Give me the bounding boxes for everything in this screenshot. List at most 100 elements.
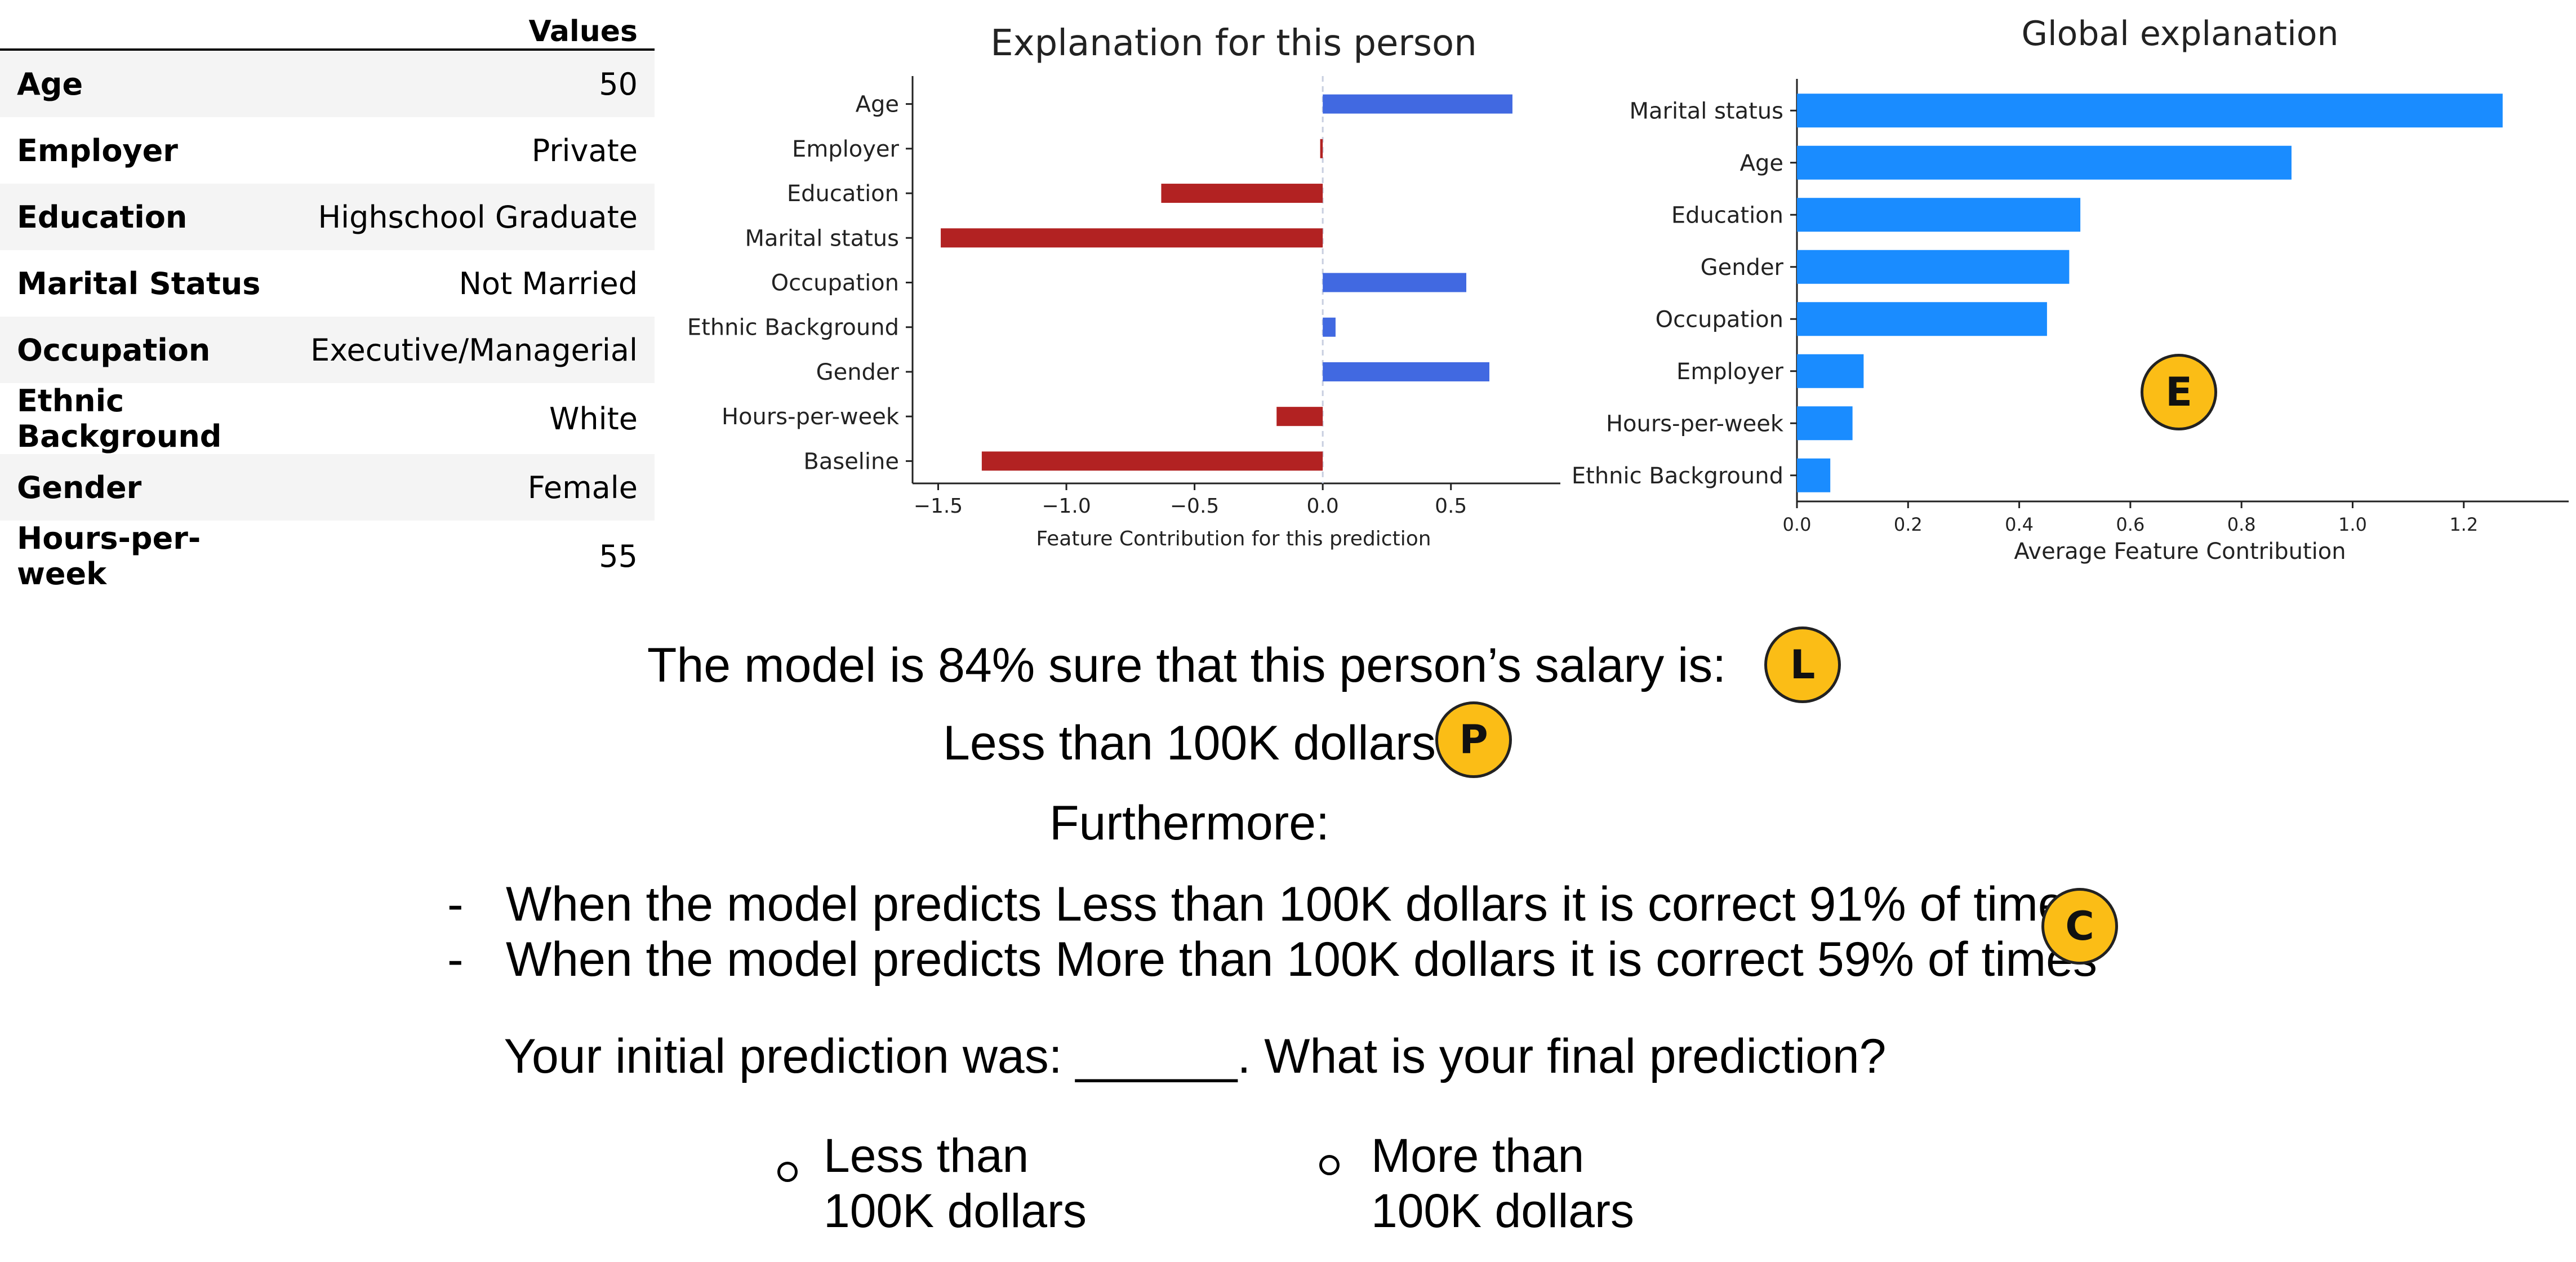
y-tick-label: Education (787, 181, 899, 207)
bar-employer (1797, 354, 1864, 388)
table-row: Employer Private (0, 117, 655, 184)
bar-age (1323, 94, 1512, 114)
x-axis-label: Average Feature Contribution (2014, 539, 2346, 565)
y-tick-label: Gender (816, 359, 900, 385)
radio-label-less[interactable]: Less than 100K dollars (824, 1128, 1139, 1238)
y-tick-label: Education (1671, 202, 1783, 228)
chart-title: Global explanation (2021, 14, 2338, 54)
radio-less-than-100k[interactable] (777, 1162, 798, 1182)
bar-hours-per-week (1276, 407, 1323, 426)
bar-occupation (1323, 273, 1467, 292)
x-tick-label: 0.4 (2005, 514, 2034, 535)
badge-l: L (1764, 626, 1841, 703)
model-confidence-text: The model is 84% sure that this person’s… (647, 638, 1727, 692)
table-header-row: Values (0, 0, 655, 51)
x-tick-label: 0.6 (2116, 514, 2145, 535)
bar-education (1797, 198, 2081, 232)
bar-employer (1320, 139, 1323, 158)
bar-gender (1323, 362, 1489, 381)
feature-value: 55 (599, 538, 638, 574)
y-tick-label: Baseline (803, 448, 899, 474)
bar-age (1797, 145, 2292, 180)
badge-p: P (1435, 701, 1512, 778)
feature-name: Ethnic Background (17, 383, 222, 454)
y-tick-label: Hours-per-week (1606, 411, 1784, 437)
y-tick-label: Employer (1676, 359, 1783, 385)
feature-value: Private (531, 132, 638, 168)
radio-label-more[interactable]: More than 100K dollars (1371, 1128, 1687, 1238)
y-tick-label: Occupation (771, 270, 899, 296)
x-tick-label: 0.2 (1894, 514, 1923, 535)
radio-label-line2: 100K dollars (824, 1184, 1087, 1237)
y-tick-label: Marital status (745, 225, 899, 251)
badge-c: C (2041, 888, 2118, 965)
x-axis-label: Feature Contribution for this prediction (1036, 527, 1431, 550)
table-row: Occupation Executive/Managerial (0, 317, 655, 383)
feature-value: Not Married (459, 265, 638, 301)
bar-ethnic-background (1797, 458, 1831, 492)
local-explanation-chart: Explanation for this person Age Employer Ed… (687, 23, 1560, 550)
y-tick-label: Ethnic Background (687, 315, 899, 341)
feature-value: 50 (293, 50, 655, 117)
y-tick-label: Age (1740, 150, 1783, 176)
bar-ethnic-background (1323, 317, 1336, 337)
x-tick-label: 0.0 (1307, 495, 1339, 518)
feature-value: White (549, 401, 638, 437)
feature-name: Hours-per-week (17, 521, 201, 592)
bar-marital-status (941, 228, 1323, 248)
x-tick-label: −1.5 (914, 495, 963, 518)
y-tick-label: Marital status (1629, 98, 1783, 124)
model-prediction-text: Less than 100K dollars (943, 716, 1436, 770)
feature-value: Executive/Managerial (293, 317, 655, 383)
radio-more-than-100k[interactable] (1319, 1155, 1340, 1175)
feature-name: Age (0, 50, 294, 117)
chart-title: Explanation for this person (990, 23, 1477, 64)
bar-hours-per-week (1797, 406, 1853, 441)
bar-occupation (1797, 302, 2047, 336)
feature-name: Marital Status (17, 265, 261, 301)
radio-label-line2: 100K dollars (1371, 1184, 1634, 1237)
bar-baseline (981, 451, 1323, 471)
bar-marital-status (1797, 94, 2503, 128)
x-tick-label: −1.0 (1042, 495, 1091, 518)
radio-label-line1: Less than (824, 1129, 1029, 1182)
feature-value: Highschool Graduate (293, 184, 655, 250)
x-tick-label: 0.8 (2227, 514, 2256, 535)
y-tick-label: Hours-per-week (722, 404, 900, 430)
feature-values-table: Values Age 50 Employer Private Education… (0, 0, 655, 592)
x-tick-label: 0.0 (1783, 514, 1812, 535)
y-tick-label: Age (856, 92, 899, 118)
feature-name: Occupation (0, 317, 294, 383)
bar-gender (1797, 250, 2070, 284)
feature-value: Female (293, 454, 655, 521)
y-tick-label: Employer (792, 136, 899, 162)
accuracy-more-text: When the model predicts More than 100K d… (506, 932, 2097, 987)
bullet-dash: - (447, 932, 464, 987)
question-text: Your initial prediction was: ______. Wha… (504, 1029, 1887, 1083)
feature-name: Employer (17, 132, 178, 168)
table-row: Ethnic Background White (0, 383, 655, 454)
x-tick-label: 0.5 (1435, 495, 1467, 518)
badge-e: E (2141, 354, 2217, 430)
furthermore-text: Furthermore: (1049, 796, 1330, 850)
table-row: Marital Status Not Married (0, 250, 655, 317)
feature-name: Education (0, 184, 294, 250)
table-header-spacer (0, 0, 294, 51)
table-row: Gender Female (0, 454, 655, 521)
x-tick-label: 1.0 (2338, 514, 2367, 535)
x-tick-label: −0.5 (1170, 495, 1219, 518)
y-tick-label: Ethnic Background (1572, 463, 1783, 489)
x-tick-label: 1.2 (2449, 514, 2478, 535)
y-tick-label: Gender (1701, 255, 1784, 281)
radio-label-line1: More than (1371, 1129, 1585, 1182)
bar-education (1161, 184, 1323, 203)
table-row: Hours-per-week 55 (0, 521, 655, 592)
global-explanation-chart: Global explanation Marital status Age Educa… (1572, 14, 2569, 565)
table-row: Education Highschool Graduate (0, 184, 655, 250)
table-row: Age 50 (0, 50, 655, 117)
feature-name: Gender (0, 454, 294, 521)
accuracy-less-text: When the model predicts Less than 100K d… (506, 877, 2089, 931)
bullet-dash: - (447, 877, 464, 931)
y-tick-label: Occupation (1656, 306, 1783, 332)
table-header-values: Values (293, 0, 655, 51)
